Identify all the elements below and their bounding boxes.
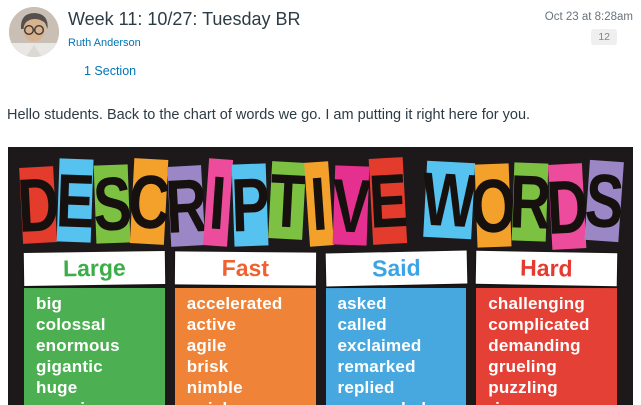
poster-letter: O xyxy=(469,162,517,248)
poster-word: enormous xyxy=(36,336,120,355)
poster-word: challenging xyxy=(488,294,585,313)
poster-word: grueling xyxy=(488,357,557,376)
poster-word-panels-row: big colossal enormous gigantic hugemassive ac… xyxy=(8,288,633,405)
poster-letter: W xyxy=(419,157,478,244)
poster-word: complicated xyxy=(488,315,590,334)
poster-word: accelerated xyxy=(186,294,283,313)
poster-letter: V xyxy=(329,162,372,248)
poster-word: colossal xyxy=(36,315,106,334)
poster-letter: R xyxy=(163,163,209,249)
poster-word: nimble xyxy=(186,378,243,397)
poster-word: big xyxy=(36,294,63,313)
poster-column-header-said: Said xyxy=(325,250,467,287)
poster-letter: P xyxy=(228,162,271,248)
poster-header-cards-row: Large Fast Said Hard xyxy=(8,250,633,287)
poster-word-panel-fast: accelerated active agile brisk nimblequick xyxy=(174,288,316,405)
poster-letter: R xyxy=(507,159,551,245)
poster-letter: I xyxy=(202,157,233,247)
page-title: Week 11: 10/27: Tuesday BR xyxy=(68,9,301,29)
poster-letter-char: T xyxy=(266,157,307,243)
poster-letter-char: E xyxy=(366,157,409,245)
poster-word: rigorous xyxy=(488,398,617,405)
poster-column-header-hard: Hard xyxy=(475,250,618,287)
poster-letter: E xyxy=(54,157,96,243)
poster-letter: D xyxy=(15,162,61,248)
poster-word: demanding xyxy=(488,336,581,355)
poster-word: called xyxy=(337,315,387,334)
poster-word: huge xyxy=(36,378,78,397)
poster-word: agile xyxy=(186,336,227,355)
poster-letter: T xyxy=(266,157,307,243)
poster-letter-char: V xyxy=(329,162,372,248)
post-body-text: Hello students. Back to the chart of wor… xyxy=(7,107,531,123)
poster-word: exclaimed xyxy=(337,336,422,355)
poster-word-panel-hard: challenging complicated demanding grueling p… xyxy=(476,288,617,405)
poster-letter: E xyxy=(366,157,409,245)
poster-letter: D xyxy=(544,162,590,250)
poster-word: massive xyxy=(36,398,165,405)
avatar-photo-icon xyxy=(9,7,59,57)
poster-word: quick xyxy=(187,398,316,405)
poster-letter: I xyxy=(303,161,334,247)
poster-word: replied xyxy=(337,378,395,397)
poster-word-panel-large: big colossal enormous gigantic hugemassive xyxy=(24,288,165,405)
poster-letter-char: E xyxy=(54,157,96,243)
sections-link[interactable]: 1 Section xyxy=(84,64,137,78)
poster-word: gigantic xyxy=(36,357,103,376)
poster-letter-char: S xyxy=(581,157,626,245)
poster-column-header-fast: Fast xyxy=(174,251,316,286)
poster-letter: S xyxy=(581,157,626,245)
author-avatar[interactable] xyxy=(9,7,59,57)
unread-count-badge: 12 xyxy=(591,29,617,45)
poster-word: puzzling xyxy=(488,378,558,397)
poster-word: remarked xyxy=(337,357,416,376)
poster-letter-char: D xyxy=(14,161,61,249)
poster-word: responded xyxy=(338,398,467,405)
poster-letter-char: R xyxy=(162,162,209,250)
poster-word: asked xyxy=(337,294,387,313)
poster-letter-char: S xyxy=(90,161,133,247)
author-link[interactable]: Ruth Anderson xyxy=(68,37,141,49)
poster-letter: C xyxy=(126,157,172,245)
poster-word: brisk xyxy=(186,357,229,376)
poster-letter-char: I xyxy=(206,159,229,245)
poster-word: active xyxy=(186,315,237,334)
poster-letter-char: I xyxy=(307,161,330,247)
poster-word-panel-said: asked called exclaimed remarked repliedrespo… xyxy=(325,288,467,405)
poster-letter-char: P xyxy=(228,162,271,248)
poster-column-header-large: Large xyxy=(23,251,165,286)
poster-letter: S xyxy=(90,161,133,247)
post-timestamp: Oct 23 at 8:28am xyxy=(544,11,633,23)
